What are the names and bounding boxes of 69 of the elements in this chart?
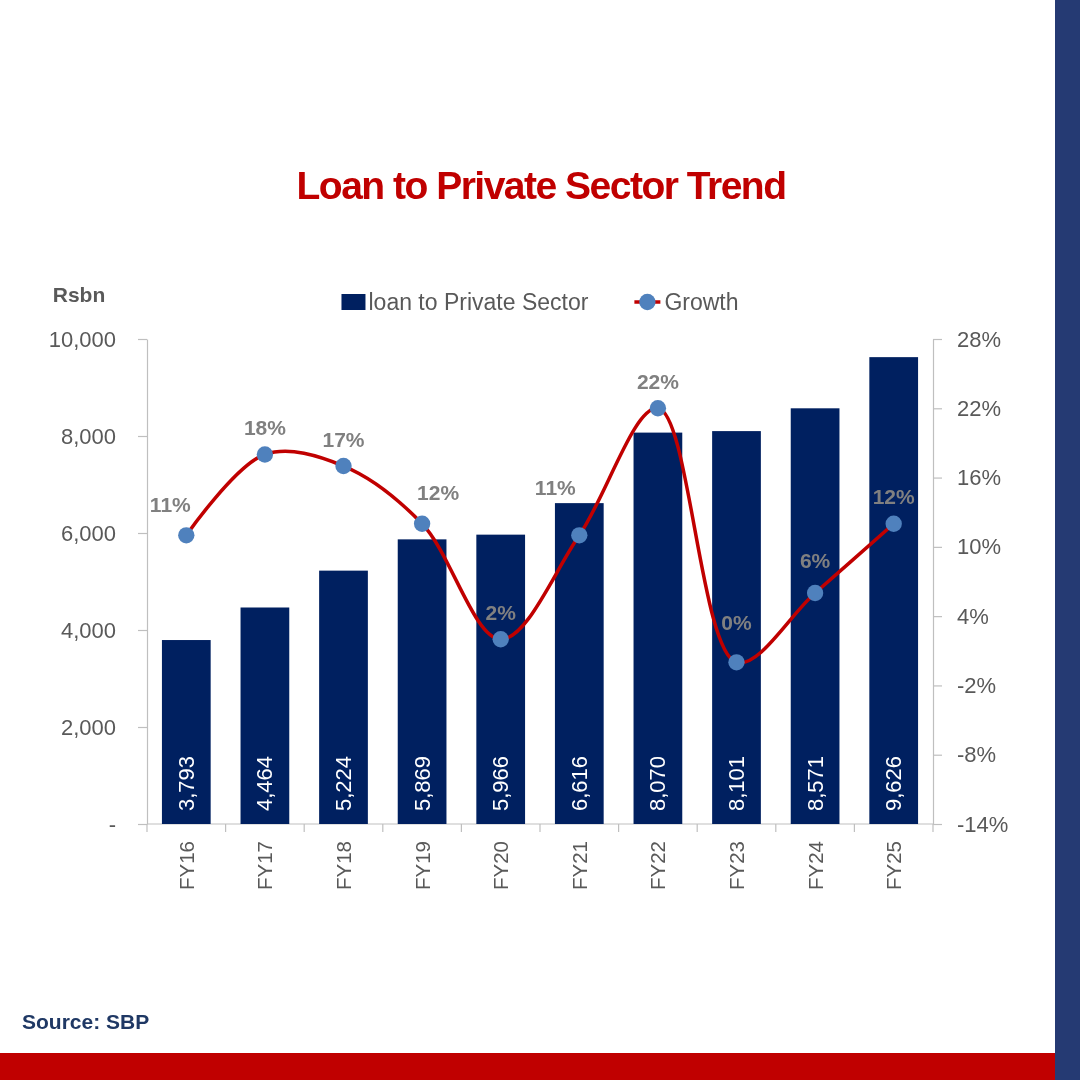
data-label: 6,616 (566, 755, 592, 811)
x-tick-label: FY22 (646, 841, 670, 890)
point (335, 457, 352, 475)
data-label: 2% (485, 600, 517, 624)
x-tick-label: FY17 (253, 841, 277, 890)
y2-tick-label: -14% (957, 811, 1009, 837)
bar (554, 503, 604, 824)
y-tick-label: 10,000 (48, 326, 116, 352)
x-tick-label: FY19 (410, 841, 434, 890)
y2-tick-label: 10% (957, 534, 1002, 560)
bar (869, 357, 919, 824)
point (649, 400, 667, 417)
point (413, 515, 431, 532)
legend-label: Growth (664, 289, 739, 315)
data-label: 5,966 (488, 755, 514, 811)
y-tick-label: - (108, 811, 116, 837)
y2-tick-label: -2% (957, 672, 997, 698)
y-tick-label: 4,000 (60, 617, 116, 643)
bar (633, 432, 683, 824)
y-tick-label: 8,000 (60, 423, 116, 449)
bar (790, 408, 840, 824)
data-label: 12% (417, 481, 460, 505)
x-tick-label: FY20 (489, 841, 513, 890)
legend-label: loan to Private Sector (368, 289, 589, 315)
bar (161, 640, 211, 824)
data-label: 11% (534, 475, 577, 499)
x-tick-label: FY23 (725, 841, 748, 890)
x-tick-label: FY24 (803, 841, 827, 890)
y2-tick-label: 4% (957, 603, 989, 629)
data-label: 8,070 (645, 755, 671, 811)
data-label: 4,464 (252, 755, 278, 811)
data-label: 22% (636, 369, 680, 393)
bar (240, 607, 290, 824)
y2-tick-label: 16% (957, 465, 1002, 491)
point (571, 527, 588, 544)
y-tick-label: 6,000 (60, 520, 116, 546)
point (256, 446, 274, 463)
x-tick-label: FY21 (567, 841, 591, 890)
point (806, 584, 824, 602)
y-axis-title: Rsbn (52, 283, 106, 306)
data-label: 5,224 (331, 755, 356, 811)
x-tick-label: FY18 (332, 841, 355, 890)
point (178, 527, 195, 544)
data-label: 11% (149, 492, 192, 516)
data-label: 3,793 (173, 755, 199, 811)
data-label: 8,571 (802, 755, 828, 811)
data-label: 18% (243, 415, 287, 439)
chart-title: Loan to Private Sector Trend (296, 164, 786, 207)
point (492, 631, 509, 648)
point (885, 515, 902, 532)
data-label: 12% (872, 485, 916, 509)
x-tick-label: FY16 (174, 841, 198, 890)
bar (712, 431, 761, 824)
x-tick-label: FY25 (882, 841, 906, 890)
y2-tick-label: -8% (957, 742, 997, 768)
data-label: 9,626 (881, 755, 907, 811)
data-label: 0% (721, 610, 752, 634)
bar (319, 570, 368, 824)
source-note: Source: SBP (22, 1009, 150, 1033)
data-label: 6% (799, 548, 831, 572)
y2-tick-label: 22% (957, 395, 1002, 421)
y-tick-label: 2,000 (60, 714, 116, 740)
data-label: 5,869 (409, 755, 435, 811)
data-label: 8,101 (724, 755, 749, 811)
data-label: 17% (322, 427, 365, 451)
bar (476, 534, 526, 824)
bar (397, 539, 447, 824)
y2-tick-label: 28% (957, 326, 1002, 352)
point (728, 654, 745, 671)
